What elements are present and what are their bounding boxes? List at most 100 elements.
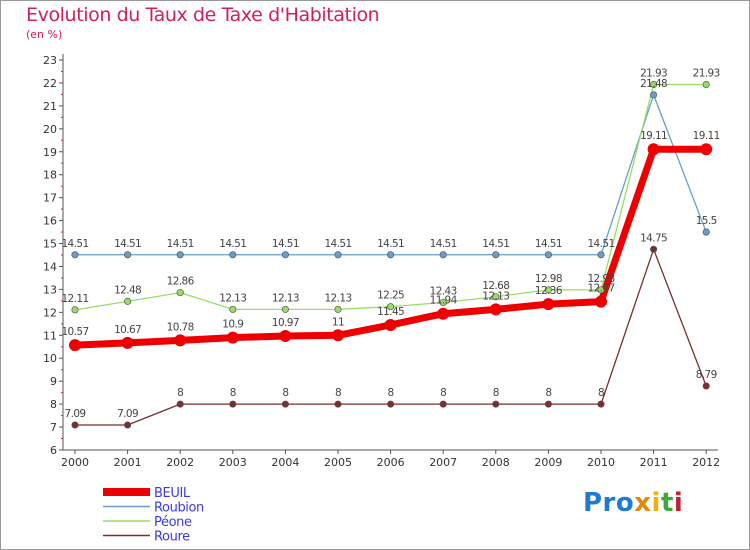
- chart-title: Evolution du Taux de Taxe d'Habitation: [26, 4, 380, 26]
- y-tick-label: 10: [43, 352, 57, 365]
- x-tick-label: 2001: [114, 456, 142, 469]
- data-label: 10.9: [222, 319, 243, 331]
- data-point: [176, 251, 184, 259]
- data-point: [702, 228, 710, 236]
- data-label: 12.13: [324, 292, 351, 304]
- y-tick-label: 8: [50, 398, 57, 411]
- x-tick-label: 2007: [429, 456, 457, 469]
- data-point: [71, 306, 79, 314]
- data-label: 8: [282, 387, 288, 399]
- data-point: [176, 289, 184, 297]
- data-point: [595, 295, 607, 308]
- series-points: [69, 80, 713, 429]
- data-label: 12.47: [587, 283, 614, 295]
- data-point: [281, 305, 289, 313]
- data-label: 12.36: [535, 285, 563, 297]
- data-point: [544, 251, 552, 259]
- x-tick-label: 2004: [271, 456, 299, 469]
- data-label: 15.5: [696, 215, 717, 227]
- data-point: [647, 143, 660, 156]
- data-point: [439, 298, 447, 307]
- data-label: 19.11: [640, 130, 667, 142]
- data-label: 8: [545, 387, 551, 399]
- data-point: [544, 286, 552, 294]
- data-label: 21.93: [640, 68, 667, 80]
- data-label: 12.11: [61, 293, 88, 305]
- data-label: 12.43: [430, 285, 457, 297]
- data-point: [650, 91, 658, 99]
- y-tick-label: 9: [50, 375, 57, 388]
- data-label: 14.75: [640, 232, 667, 244]
- data-point: [387, 400, 395, 408]
- data-point: [702, 80, 710, 89]
- data-label: 12.13: [272, 292, 299, 304]
- data-label: 10.97: [272, 317, 299, 329]
- data-point: [71, 421, 79, 429]
- data-label: 14.51: [587, 238, 614, 250]
- x-tick-label: 2003: [219, 456, 247, 469]
- y-tick-label: 20: [43, 123, 57, 136]
- data-point: [121, 336, 134, 349]
- data-point: [229, 305, 237, 313]
- data-label: 14.51: [377, 238, 404, 250]
- data-point: [71, 251, 79, 259]
- data-label: 10.57: [61, 326, 88, 338]
- data-label: 14.51: [167, 238, 194, 250]
- data-label: 12.86: [167, 276, 195, 288]
- y-tick-label: 15: [43, 238, 57, 251]
- x-tick-label: 2002: [166, 456, 194, 469]
- data-label: 12.13: [219, 292, 246, 304]
- data-label: 14.51: [535, 238, 562, 250]
- y-tick-label: 14: [43, 260, 57, 273]
- data-point: [334, 305, 342, 313]
- data-label: 14.51: [219, 238, 246, 250]
- data-point: [387, 303, 395, 311]
- data-label: 14.51: [61, 238, 88, 250]
- data-label: 14.51: [114, 238, 141, 250]
- series-line-roubion: [74, 94, 707, 256]
- data-label: 11.45: [377, 306, 404, 318]
- y-tick-label: 11: [43, 329, 57, 342]
- data-point: [226, 331, 239, 344]
- data-point: [544, 400, 552, 408]
- proxiti-logo: Proxiti: [583, 488, 684, 518]
- data-point: [334, 251, 342, 259]
- y-tick-label: 22: [43, 77, 57, 90]
- x-tick-label: 2011: [640, 456, 668, 469]
- data-label: 7.09: [117, 408, 138, 420]
- data-point: [542, 298, 555, 311]
- data-point: [437, 307, 450, 320]
- data-point: [124, 297, 132, 305]
- data-point: [279, 329, 292, 342]
- data-point: [229, 400, 237, 408]
- data-label: 8.79: [696, 369, 717, 381]
- data-point: [439, 400, 447, 408]
- y-tick-label: 12: [43, 306, 57, 319]
- data-point: [174, 334, 187, 347]
- data-label: 8: [493, 387, 499, 399]
- data-point: [650, 245, 658, 253]
- data-point: [332, 329, 344, 342]
- data-point: [176, 400, 184, 408]
- data-label: 8: [440, 387, 446, 399]
- y-tick-label: 21: [43, 100, 57, 113]
- y-tick-label: 6: [50, 444, 57, 457]
- legend-label: Roubion: [154, 501, 204, 516]
- data-label: 7.09: [65, 408, 86, 420]
- data-point: [650, 80, 658, 89]
- data-point: [597, 251, 605, 259]
- data-point: [492, 293, 500, 301]
- data-point: [597, 286, 605, 294]
- data-label: 8: [388, 387, 394, 399]
- data-point: [281, 400, 289, 408]
- data-label: 14.51: [482, 238, 509, 250]
- data-label: 8: [230, 387, 236, 399]
- data-label: 8: [335, 387, 341, 399]
- data-point: [492, 400, 500, 408]
- legend-label: Péone: [154, 515, 192, 530]
- x-tick-label: 2009: [534, 456, 562, 469]
- data-point: [281, 251, 289, 259]
- data-label: 8: [177, 387, 183, 399]
